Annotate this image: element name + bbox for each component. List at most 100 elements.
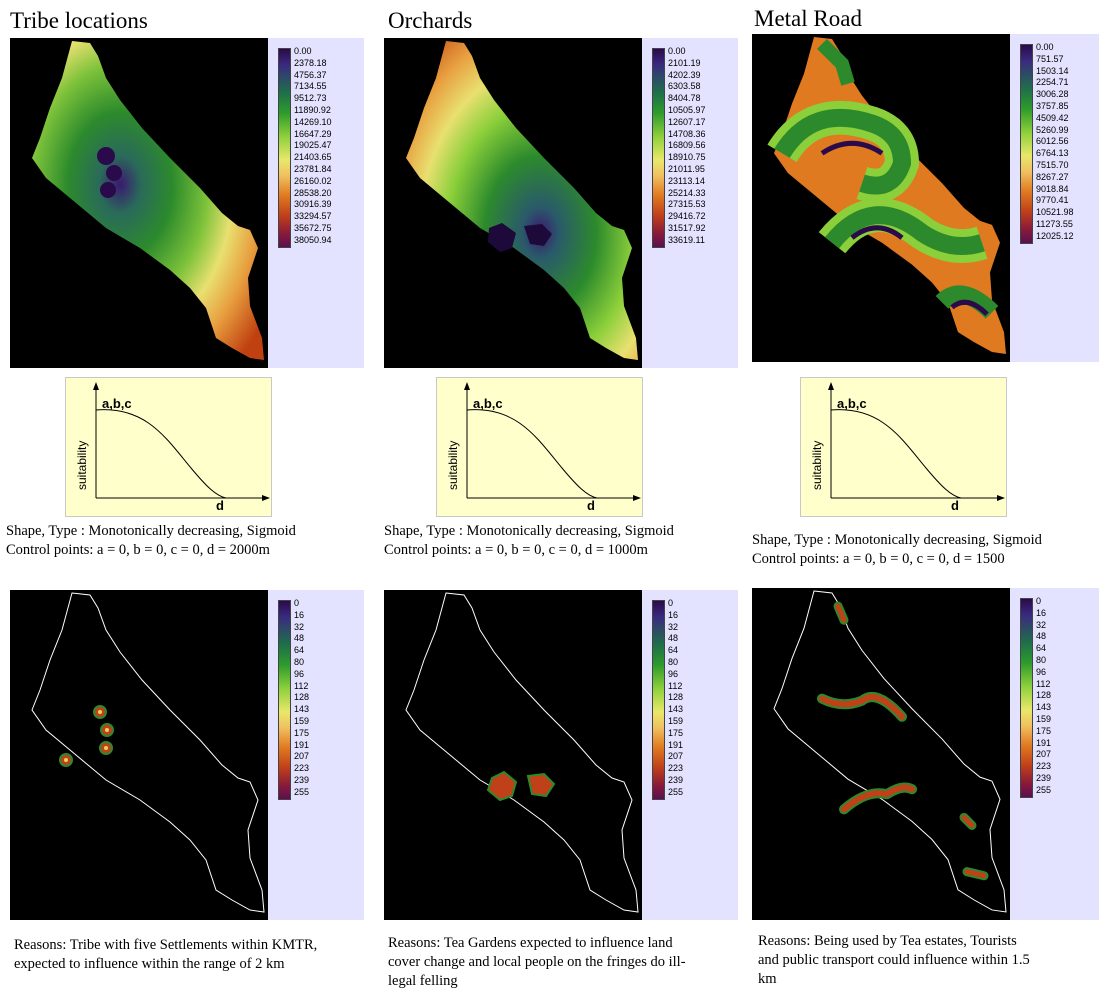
legend-label: 112 — [1036, 678, 1051, 689]
suitability-map-panel: 0 16 32 48 64 80 96 112 128 143 159 175 … — [10, 590, 364, 920]
legend-label: 0.00 — [668, 46, 686, 56]
suitability-map-panel: 0 16 32 48 64 80 96 112 128 143 159 175 … — [752, 588, 1099, 920]
reason-text: Reasons: Being used by Tea estates, Tour… — [758, 933, 1030, 987]
curve-top-label: a,b,c — [102, 396, 132, 411]
legend-label: 33294.57 — [294, 211, 332, 222]
legend-label: 159 — [294, 715, 310, 726]
legend-label: 239 — [668, 774, 684, 785]
legend-label: 143 — [1036, 702, 1052, 713]
control-points-text: Control points: a = 0, b = 0, c = 0, d =… — [6, 542, 270, 558]
legend-label: 64 — [668, 645, 679, 656]
legend-label: 255 — [1036, 784, 1052, 795]
legend-label: 25214.33 — [668, 187, 706, 198]
legend-label: 175 — [294, 727, 310, 738]
legend-label: 19025.47 — [294, 140, 332, 151]
legend-label: 12607.17 — [668, 116, 706, 127]
legend-label: 9770.41 — [1036, 195, 1069, 206]
legend-label: 12025.12 — [1036, 230, 1074, 241]
legend-label: 16809.56 — [668, 140, 706, 151]
curve-y-label: suitability — [75, 441, 89, 490]
legend-label: 6764.13 — [1036, 148, 1069, 159]
legend-label: 223 — [1036, 761, 1052, 772]
legend-label: 2378.18 — [294, 57, 327, 68]
legend-label: 10505.97 — [668, 104, 706, 115]
legend-label: 255 — [668, 786, 684, 797]
shape-type-text: Shape, Type : Monotonically decreasing, … — [752, 532, 1042, 548]
legend-label: 4202.39 — [668, 69, 701, 80]
legend-labels: 0.00 2101.19 4202.39 6303.58 8404.78 105… — [668, 46, 706, 247]
legend-label: 112 — [294, 680, 309, 691]
legend-label: 23781.84 — [294, 163, 332, 174]
legend-label: 26160.02 — [294, 175, 332, 186]
legend-color-bar — [1020, 44, 1033, 244]
column-metal-road: Metal Road — [752, 0, 1101, 1000]
column-tribe-locations: Tribe locations — [6, 0, 370, 1000]
distance-map-panel: 0.00 2378.18 4756.37 7134.55 9512.73 118… — [10, 38, 364, 368]
legend-label: 28538.20 — [294, 187, 332, 198]
distance-map — [384, 38, 642, 368]
curve-y-label: suitability — [810, 441, 824, 490]
legend-label: 48 — [294, 633, 305, 644]
legend-labels: 0 16 32 48 64 80 96 112 128 143 159 175 … — [1036, 596, 1051, 797]
legend-label: 35672.75 — [294, 222, 332, 233]
curve-x-label: d — [587, 498, 595, 513]
legend-label: 16 — [668, 609, 679, 620]
legend-label: 3757.85 — [1036, 100, 1069, 111]
legend-label: 7515.70 — [1036, 159, 1069, 170]
legend-label: 80 — [668, 656, 679, 667]
legend-label: 6303.58 — [668, 81, 701, 92]
legend-labels: 0 16 32 48 64 80 96 112 128 143 159 175 … — [668, 598, 683, 799]
sigmoid-curve: a,b,c d suitability — [75, 382, 270, 513]
legend-color-bar — [652, 48, 665, 248]
legend-label: 112 — [668, 680, 683, 691]
legend-label: 9018.84 — [1036, 183, 1069, 194]
legend-label: 16 — [294, 609, 305, 620]
column-orchards: Orchards — [384, 0, 744, 1000]
suitability-map-image — [31, 592, 265, 913]
legend-label: 64 — [294, 645, 305, 656]
legend-label: 159 — [668, 715, 684, 726]
legend-label: 0 — [294, 598, 300, 608]
legend-label: 32 — [1036, 619, 1047, 630]
legend-label: 159 — [1036, 713, 1052, 724]
legend-label: 207 — [668, 751, 684, 762]
legend-label: 239 — [294, 774, 310, 785]
shape-type-text: Shape, Type : Monotonically decreasing, … — [6, 523, 296, 539]
legend-label: 143 — [294, 704, 310, 715]
legend-label: 2254.71 — [1036, 77, 1069, 88]
legend-labels: 0 16 32 48 64 80 96 112 128 143 159 175 … — [294, 598, 309, 799]
legend-label: 16 — [1036, 607, 1047, 618]
curve-x-label: d — [216, 498, 224, 513]
distance-map — [752, 34, 1010, 362]
distance-map — [10, 38, 268, 368]
control-points-text: Control points: a = 0, b = 0, c = 0, d =… — [384, 542, 648, 558]
suitability-map — [752, 588, 1010, 920]
legend-label: 6012.56 — [1036, 136, 1069, 147]
legend-label: 31517.92 — [668, 222, 706, 233]
legend-label: 5260.99 — [1036, 124, 1069, 135]
sigmoid-curve: a,b,c d suitability — [446, 382, 641, 513]
legend-label: 48 — [1036, 631, 1047, 642]
legend-labels: 0.00 751.57 1503.14 2254.71 3006.28 3757… — [1036, 42, 1074, 243]
sigmoid-curve-diagram: a,b,c d suitability — [436, 377, 643, 517]
column-title: Orchards — [388, 8, 473, 33]
sigmoid-curve: a,b,c d suitability — [810, 382, 1005, 513]
legend-label: 1503.14 — [1036, 65, 1069, 76]
legend-color-bar — [1020, 598, 1033, 798]
legend-label: 8267.27 — [1036, 171, 1069, 182]
distance-map-image — [406, 41, 638, 360]
curve-top-label: a,b,c — [837, 396, 867, 411]
legend-label: 0.00 — [294, 46, 312, 56]
legend-label: 14269.10 — [294, 116, 332, 127]
legend-label: 11890.92 — [294, 104, 331, 115]
legend-color-bar — [278, 600, 291, 800]
legend-label: 751.57 — [1036, 53, 1064, 64]
column-title: Tribe locations — [10, 8, 148, 33]
distance-map-image — [767, 36, 1006, 355]
legend-label: 32 — [668, 621, 679, 632]
legend-labels: 0.00 2378.18 4756.37 7134.55 9512.73 118… — [294, 46, 332, 247]
legend-label: 191 — [294, 739, 310, 750]
legend-label: 175 — [1036, 725, 1052, 736]
legend-label: 223 — [294, 763, 310, 774]
legend-label: 207 — [294, 751, 310, 762]
